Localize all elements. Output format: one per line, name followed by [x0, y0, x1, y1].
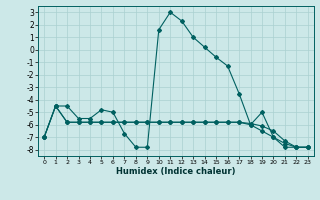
X-axis label: Humidex (Indice chaleur): Humidex (Indice chaleur): [116, 167, 236, 176]
